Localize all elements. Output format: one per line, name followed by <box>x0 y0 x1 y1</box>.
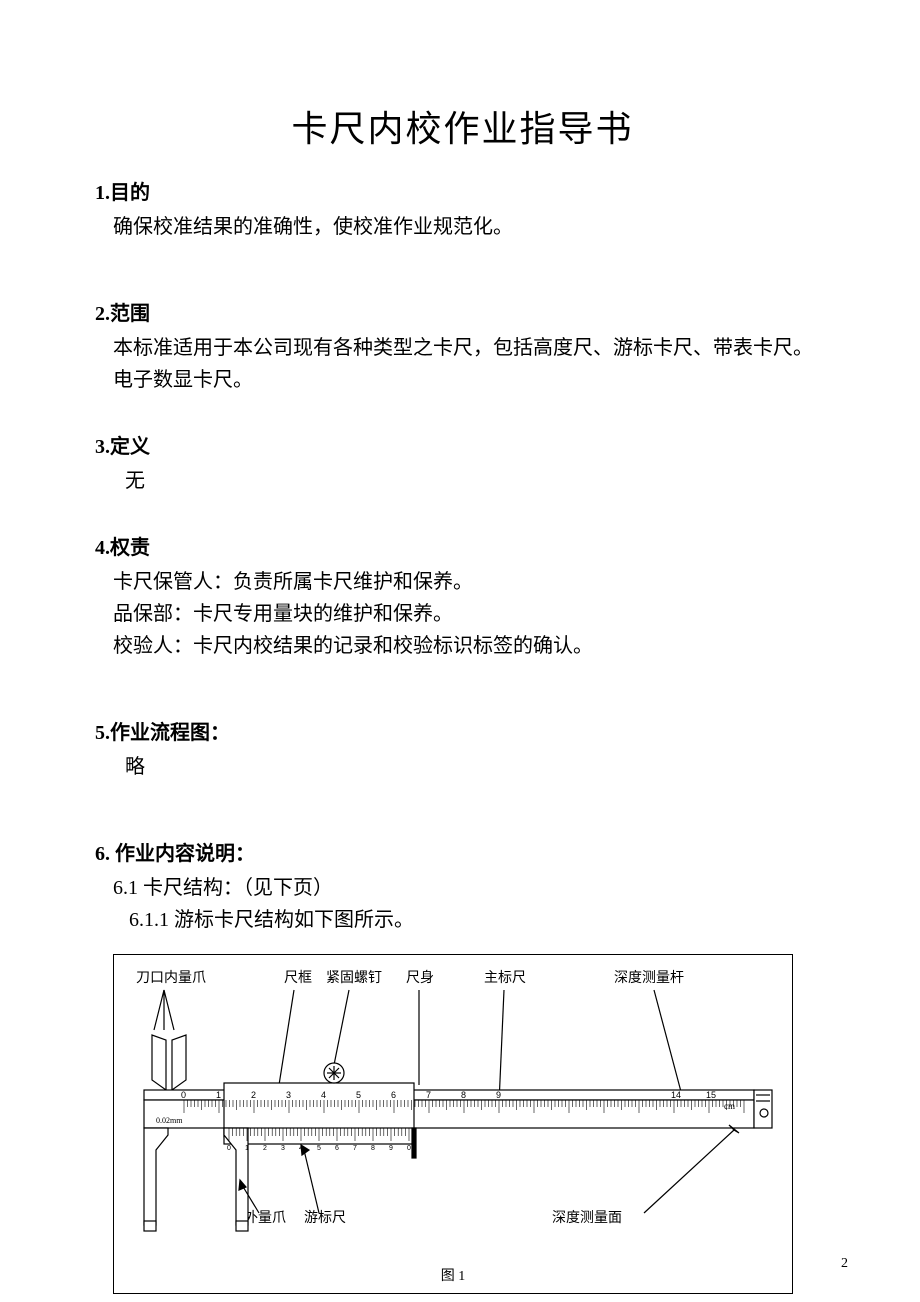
page-number: 2 <box>841 1256 848 1272</box>
svg-text:2: 2 <box>263 1145 267 1152</box>
section-2-body: 本标准适用于本公司现有各种类型之卡尺，包括高度尺、游标卡尺、带表卡尺。电子数显卡… <box>113 332 830 396</box>
svg-text:6: 6 <box>335 1145 339 1152</box>
label-lock-screw: 紧固螺钉 <box>326 967 382 987</box>
section-4-line2: 品保部：卡尺专用量块的维护和保养。 <box>113 598 830 630</box>
precision-text: 0.02mm <box>156 1116 183 1125</box>
section-1-heading: 1.目的 <box>95 176 830 205</box>
svg-text:4: 4 <box>321 1090 326 1100</box>
svg-text:7: 7 <box>426 1090 431 1100</box>
svg-text:15: 15 <box>706 1090 716 1100</box>
section-6-1: 6.1 卡尺结构：（见下页） <box>113 872 830 904</box>
svg-text:0: 0 <box>181 1090 186 1100</box>
label-frame: 尺框 <box>284 967 312 987</box>
svg-text:0: 0 <box>407 1145 411 1152</box>
section-2-heading: 2.范围 <box>95 297 830 326</box>
section-6-heading: 6. 作业内容说明： <box>95 837 830 866</box>
svg-text:9: 9 <box>496 1090 501 1100</box>
svg-text:9: 9 <box>389 1145 393 1152</box>
section-3-heading: 3.定义 <box>95 430 830 459</box>
svg-text:14: 14 <box>671 1090 681 1100</box>
svg-text:8: 8 <box>461 1090 466 1100</box>
unit-text: cm <box>724 1101 735 1111</box>
svg-text:8: 8 <box>371 1145 375 1152</box>
svg-text:0: 0 <box>227 1145 231 1152</box>
section-5-heading: 5.作业流程图： <box>95 716 830 745</box>
svg-text:2: 2 <box>251 1090 256 1100</box>
svg-text:3: 3 <box>281 1145 285 1152</box>
svg-text:5: 5 <box>356 1090 361 1100</box>
svg-text:3: 3 <box>286 1090 291 1100</box>
label-beam: 尺身 <box>406 967 434 987</box>
caliper-diagram: 0 1 2 3 4 5 6 7 8 9 14 15 0 1 2 3 4 5 6 7 8 9 0 0.02mm cm <box>124 985 784 1265</box>
section-1-body: 确保校准结果的准确性，使校准作业规范化。 <box>113 211 830 243</box>
svg-text:4: 4 <box>299 1145 303 1152</box>
section-4-line1: 卡尺保管人：负责所属卡尺维护和保养。 <box>113 566 830 598</box>
svg-text:5: 5 <box>317 1145 321 1152</box>
svg-text:7: 7 <box>353 1145 357 1152</box>
section-6-1-1: 6.1.1 游标卡尺结构如下图所示。 <box>129 904 830 936</box>
section-3-body: 无 <box>125 465 830 497</box>
label-inner-jaw: 刀口内量爪 <box>136 967 206 987</box>
section-4-heading: 4.权责 <box>95 531 830 560</box>
figure-1-container: 刀口内量爪 尺框 紧固螺钉 尺身 主标尺 深度测量杆 外量爪 游标尺 深度测量面 <box>113 954 793 1294</box>
document-title: 卡尺内校作业指导书 <box>95 100 830 152</box>
svg-text:1: 1 <box>245 1145 249 1152</box>
label-main-scale: 主标尺 <box>484 967 526 987</box>
svg-text:6: 6 <box>391 1090 396 1100</box>
section-4-line3: 校验人：卡尺内校结果的记录和校验标识标签的确认。 <box>113 630 830 662</box>
label-depth-rod: 深度测量杆 <box>614 967 684 987</box>
figure-1-caption: 图 1 <box>114 1265 792 1285</box>
section-5-body: 略 <box>125 751 830 783</box>
svg-text:1: 1 <box>216 1090 221 1100</box>
